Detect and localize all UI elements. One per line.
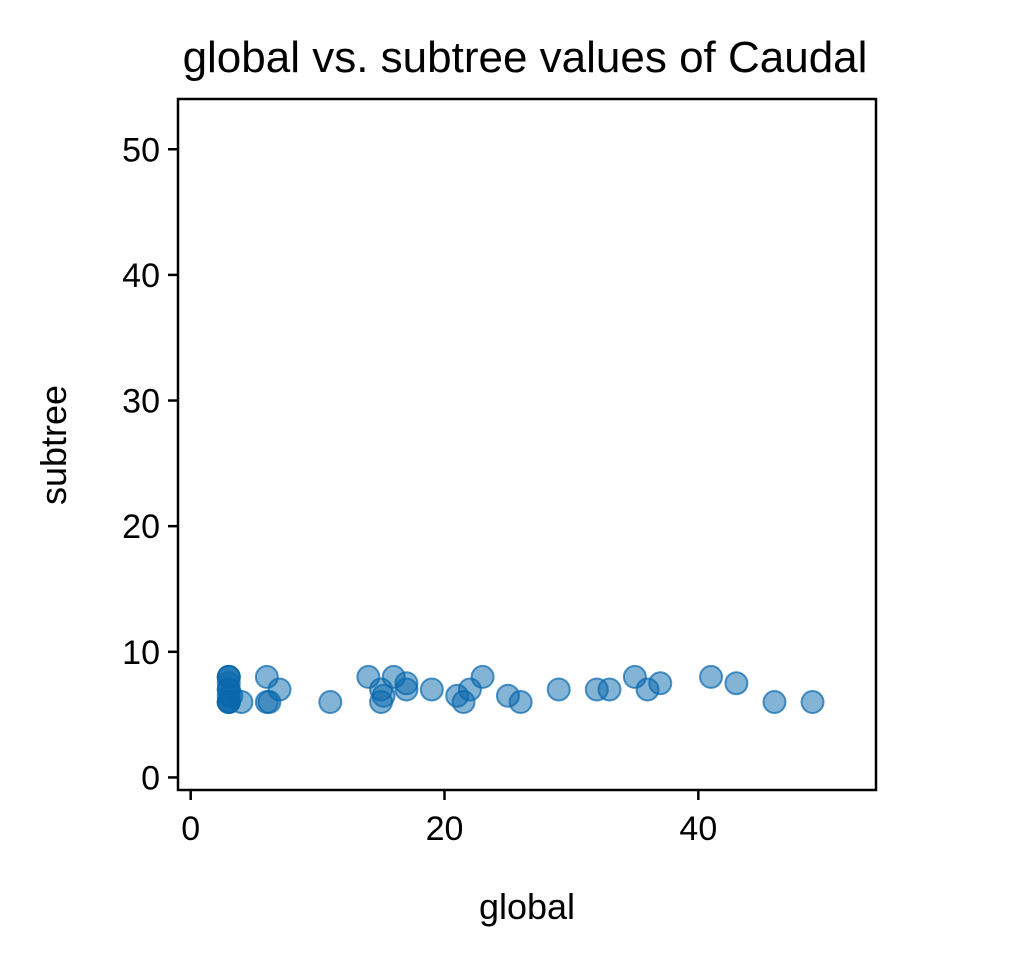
data-point-12 <box>229 690 254 715</box>
data-point-17 <box>318 690 343 715</box>
data-point-21 <box>371 683 396 708</box>
data-point-25 <box>419 677 444 702</box>
chart-title: global vs. subtree values of Caudal <box>183 33 868 82</box>
data-point-39 <box>724 671 749 696</box>
data-point-34 <box>597 677 622 702</box>
x-tick-label-0: 0 <box>181 810 200 848</box>
y-tick-label-30: 30 <box>122 383 160 421</box>
data-point-37 <box>648 671 673 696</box>
data-point-31 <box>508 690 533 715</box>
x-axis-label: global <box>479 886 575 927</box>
y-tick-label-0: 0 <box>141 759 160 797</box>
x-tick-label-40: 40 <box>679 810 717 848</box>
y-tick-label-50: 50 <box>122 131 160 169</box>
data-point-32 <box>546 677 571 702</box>
data-points <box>216 664 825 715</box>
plot-frame <box>176 97 878 792</box>
axis-ticks: 0 20 40 0 10 20 30 40 50 <box>122 131 717 848</box>
y-axis-label: subtree <box>33 385 74 505</box>
y-tick-label-20: 20 <box>122 508 160 546</box>
data-point-40 <box>762 690 787 715</box>
y-tick-label-10: 10 <box>122 634 160 672</box>
x-tick-label-20: 20 <box>426 810 464 848</box>
data-point-16 <box>267 677 292 702</box>
y-tick-label-40: 40 <box>122 257 160 295</box>
data-point-38 <box>699 664 724 689</box>
data-point-41 <box>800 690 825 715</box>
data-point-29 <box>470 664 495 689</box>
data-point-24 <box>394 671 419 696</box>
